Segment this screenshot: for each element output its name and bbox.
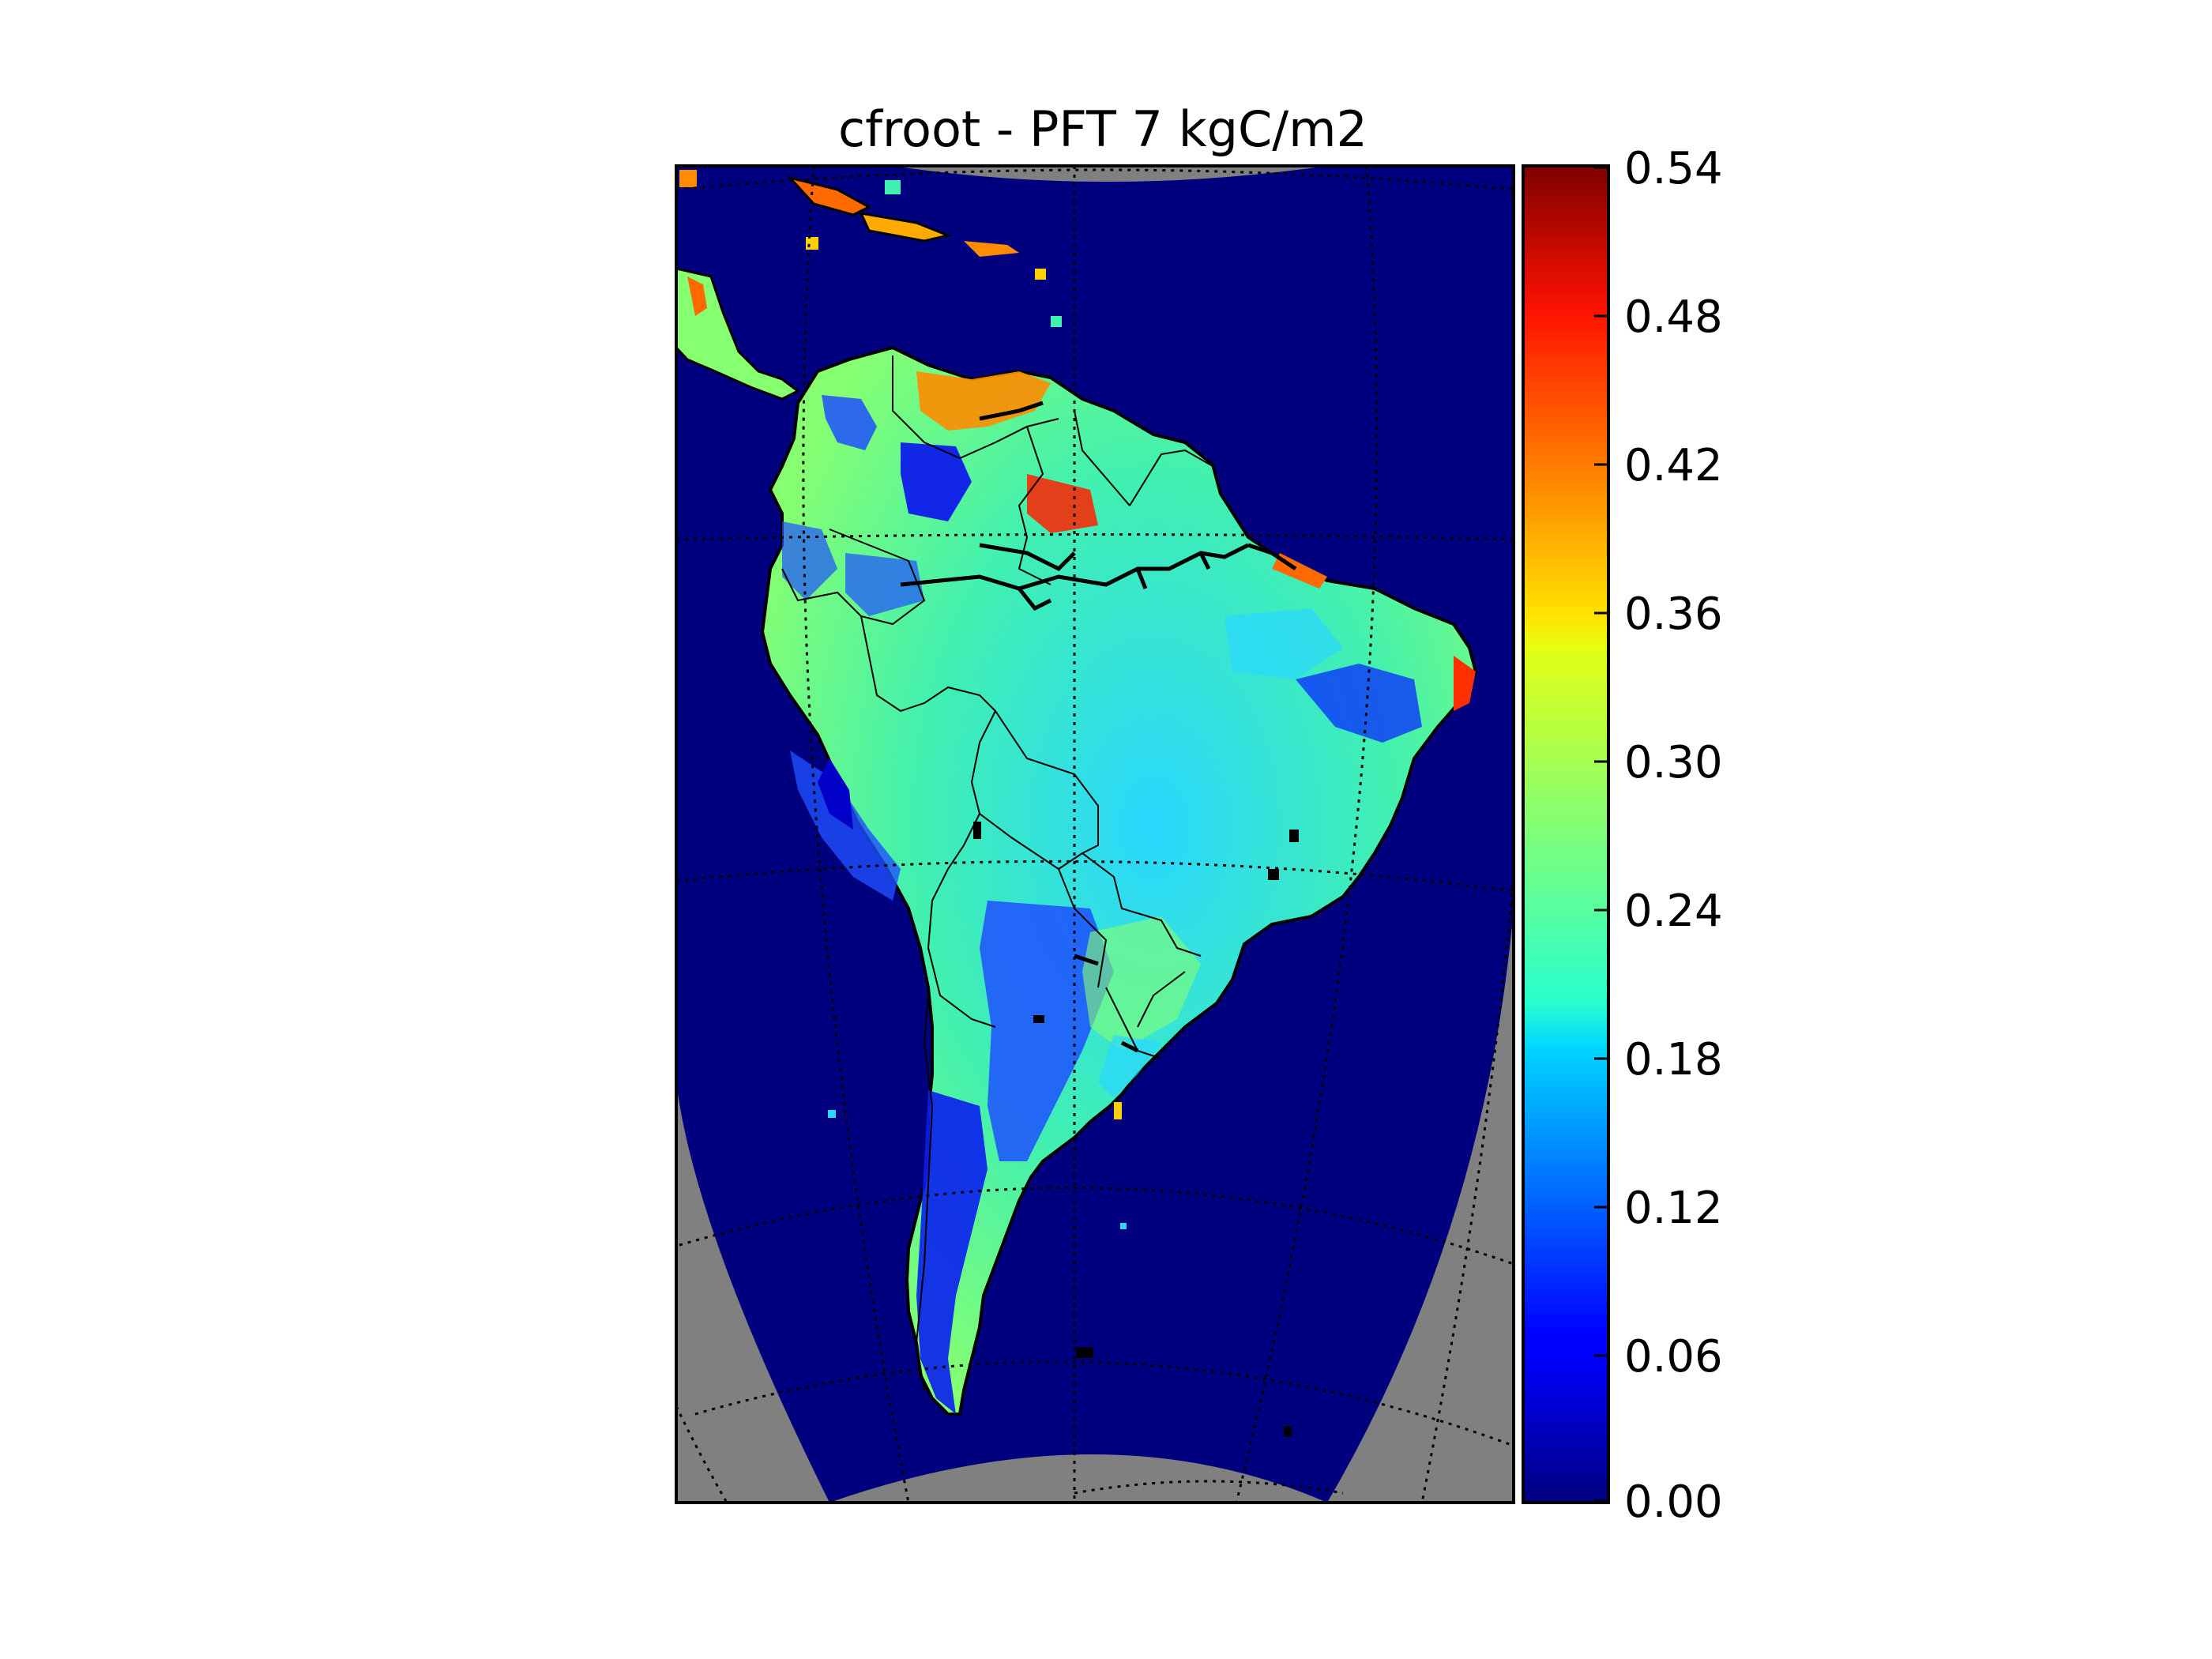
map-frame — [675, 164, 1515, 1504]
colorbar-tick-label: 0.18 — [1624, 1034, 1723, 1085]
map-title: cfroot - PFT 7 kgC/m2 — [838, 100, 1367, 158]
map-panel — [676, 166, 1514, 1503]
colorbar-tick-label: 0.12 — [1624, 1183, 1723, 1234]
rivers — [900, 401, 1297, 1053]
top-grey-cap — [893, 166, 1327, 182]
colorbar-tick-label: 0.36 — [1624, 589, 1723, 640]
value-patches — [782, 371, 1476, 1414]
colorbar-tick-label: 0.30 — [1624, 737, 1723, 788]
colorbar-tick-labels: 0.54 0.48 0.42 0.36 0.30 0.24 0.18 0.12 … — [1624, 143, 1723, 1528]
colorbar-tick-label: 0.06 — [1624, 1331, 1723, 1382]
colorbar-gradient — [1522, 164, 1610, 1504]
colorbar-tick-label: 0.42 — [1624, 440, 1723, 491]
colorbar-tick-label: 0.00 — [1624, 1477, 1723, 1528]
colorbar-tick-label: 0.54 — [1624, 143, 1723, 194]
colorbar-tick-marks — [1594, 166, 1608, 1503]
colorbar-tick-label: 0.24 — [1624, 886, 1723, 937]
island-dots — [828, 822, 1299, 1437]
graticule — [676, 166, 1514, 1503]
colorbar-tick-label: 0.48 — [1624, 292, 1723, 343]
colorbar: 0.54 0.48 0.42 0.36 0.30 0.24 0.18 0.12 … — [1522, 143, 1723, 1528]
central-america — [676, 170, 1062, 401]
projection-top-edge — [676, 166, 1514, 190]
country-borders — [781, 356, 1213, 1391]
